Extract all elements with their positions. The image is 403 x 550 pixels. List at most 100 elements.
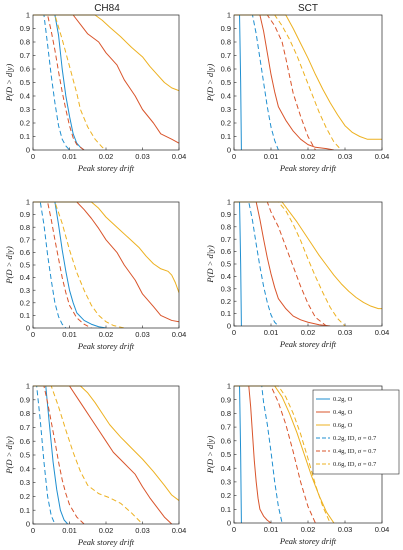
y-tick-label: 1 xyxy=(227,11,231,20)
x-tick-label: 0.03 xyxy=(338,152,353,161)
y-tick-label: 0.5 xyxy=(20,451,30,460)
x-axis-label: Peak storey drift xyxy=(77,537,135,547)
chart-panel-1: 0 0.1 0.2 0.3 0.4 0.5 0.6 0.7 0.8 0.9 1 0 0.01 0.02 0.… xyxy=(4,11,186,173)
y-tick-label: 0.3 xyxy=(20,105,30,114)
y-tick-label: 0.1 xyxy=(221,132,231,141)
y-tick-label: 1 xyxy=(26,198,30,207)
column-title-ch84: CH84 xyxy=(94,3,120,14)
axes-frame xyxy=(32,201,180,329)
y-tick-label: 0.7 xyxy=(221,423,231,432)
y-tick-label: 0.9 xyxy=(20,210,30,219)
series-line-2 xyxy=(33,385,173,524)
y-tick-label: 0.4 xyxy=(221,272,231,281)
y-tick-label: 0.7 xyxy=(20,423,30,432)
x-tick-label: 0.02 xyxy=(99,330,114,339)
chart-panel-5: 0 0.1 0.2 0.3 0.4 0.5 0.6 0.7 0.8 0.9 1 0 0.01 0.02 0.… xyxy=(4,382,186,547)
y-tick-label: 0.1 xyxy=(221,505,231,514)
x-tick-label: 0.01 xyxy=(264,328,279,337)
series-line-6 xyxy=(234,14,342,150)
y-tick-label: 0.2 xyxy=(20,119,30,128)
plot-area xyxy=(33,386,179,524)
y-tick-label: 1 xyxy=(227,382,231,391)
y-tick-label: 0.6 xyxy=(221,436,231,445)
x-tick-label: 0.01 xyxy=(62,330,77,339)
y-tick-label: 0.4 xyxy=(20,92,30,101)
series-line-2 xyxy=(234,385,272,523)
series-line-5 xyxy=(33,385,85,524)
y-tick-label: 0.9 xyxy=(20,395,30,404)
x-tick-label: 0.02 xyxy=(301,152,316,161)
y-axis-label: P(D > d|y) xyxy=(4,436,14,475)
y-tick-label: 1 xyxy=(227,198,231,207)
legend-label: 0.4g, O xyxy=(333,409,353,416)
y-tick-label: 0.2 xyxy=(20,298,30,307)
y-tick-label: 0.8 xyxy=(20,38,30,47)
series-line-3 xyxy=(33,201,179,293)
y-tick-label: 0.3 xyxy=(221,478,231,487)
series-line-5 xyxy=(234,385,316,523)
y-tick-label: 0.8 xyxy=(221,38,231,47)
legend: 0.2g, O 0.4g, O 0.6g, O 0.2g, ID, σ = 0.7 0.… xyxy=(312,389,400,475)
y-tick-label: 0.1 xyxy=(20,132,30,141)
series-line-4 xyxy=(33,201,67,328)
x-tick-label: 0 xyxy=(232,525,236,534)
y-axis-label: P(D > d|y) xyxy=(4,64,14,103)
y-tick-label: 0 xyxy=(227,322,231,331)
y-tick-label: 1 xyxy=(26,382,30,391)
y-tick-label: 0.9 xyxy=(20,24,30,33)
series-line-6 xyxy=(234,201,346,326)
x-tick-label: 0.02 xyxy=(301,525,316,534)
y-tick-label: 0.3 xyxy=(20,478,30,487)
x-tick-label: 0 xyxy=(31,526,35,535)
series-line-4 xyxy=(33,14,70,150)
series-line-1 xyxy=(33,14,85,150)
series-line-6 xyxy=(33,385,143,524)
column-title-sct: SCT xyxy=(298,3,318,14)
y-tick-label: 0.7 xyxy=(20,235,30,244)
y-tick-label: 0.2 xyxy=(221,491,231,500)
x-tick-label: 0.03 xyxy=(338,525,353,534)
x-axis-label: Peak storey drift xyxy=(279,163,337,173)
series-line-6 xyxy=(33,14,107,150)
legend-label: 0.6g, O xyxy=(333,422,353,429)
y-tick-label: 0.5 xyxy=(20,78,30,87)
series-line-1 xyxy=(33,385,69,524)
series-line-2 xyxy=(234,201,331,326)
series-line-3 xyxy=(234,14,382,140)
x-axis-label: Peak storey drift xyxy=(279,536,337,546)
plot-area xyxy=(234,202,382,326)
y-tick-label: 0.4 xyxy=(221,464,231,473)
y-tick-label: 0.3 xyxy=(221,105,231,114)
y-tick-label: 0.8 xyxy=(20,223,30,232)
series-line-3 xyxy=(33,385,179,501)
y-tick-label: 0.8 xyxy=(20,409,30,418)
y-tick-label: 0.4 xyxy=(221,92,231,101)
x-tick-label: 0.01 xyxy=(62,152,77,161)
axes-frame xyxy=(233,14,383,151)
series-line-5 xyxy=(33,14,85,150)
x-tick-label: 0.04 xyxy=(172,526,187,535)
y-tick-label: 0.6 xyxy=(221,247,231,256)
axes-frame xyxy=(32,14,180,151)
series-line-4 xyxy=(234,201,279,326)
x-tick-label: 0 xyxy=(31,330,35,339)
x-tick-label: 0 xyxy=(232,152,236,161)
y-tick-label: 0 xyxy=(227,519,231,528)
x-tick-label: 0.03 xyxy=(135,526,150,535)
series-line-3 xyxy=(33,14,179,92)
x-tick-label: 0.03 xyxy=(135,330,150,339)
y-axis-label: P(D > d|y) xyxy=(205,245,215,284)
y-tick-label: 0.6 xyxy=(20,437,30,446)
series-line-3 xyxy=(234,201,382,310)
chart-panel-2: 0 0.1 0.2 0.3 0.4 0.5 0.6 0.7 0.8 0.9 1 0 0.01 0.02 0.… xyxy=(205,11,389,173)
series-line-2 xyxy=(33,14,179,144)
y-tick-label: 0 xyxy=(227,146,231,155)
x-tick-label: 0.02 xyxy=(99,152,114,161)
x-tick-label: 0.01 xyxy=(62,526,77,535)
chart-panel-3: 0 0.1 0.2 0.3 0.4 0.5 0.6 0.7 0.8 0.9 1 0 0.01 0.02 0.… xyxy=(4,198,186,351)
y-axis-label: P(D > d|y) xyxy=(4,246,14,285)
series-line-1 xyxy=(33,201,107,328)
y-axis-label: P(D > d|y) xyxy=(205,64,215,103)
y-tick-label: 0.1 xyxy=(20,311,30,320)
